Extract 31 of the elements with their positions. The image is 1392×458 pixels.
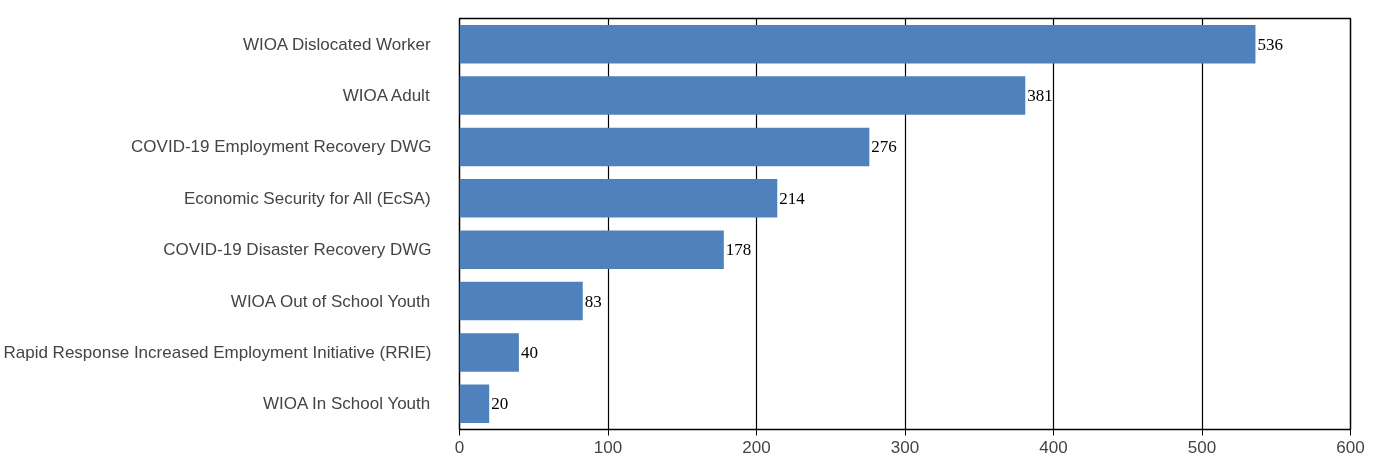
y-tick-label: COVID-19 Employment Recovery DWG xyxy=(131,137,432,157)
bar xyxy=(459,76,1026,115)
bar xyxy=(459,230,724,269)
x-tick-label: 0 xyxy=(454,437,465,457)
y-tick-label: Rapid Response Increased Employment Initiative (RRIE) xyxy=(3,342,432,362)
y-tick-label: COVID-19 Disaster Recovery DWG xyxy=(163,240,432,260)
x-tick-label: 300 xyxy=(890,437,920,457)
bar xyxy=(459,179,778,218)
data-label: 178 xyxy=(725,240,752,260)
y-tick-label: WIOA Dislocated Worker xyxy=(242,34,431,54)
y-tick-label: WIOA In School Youth xyxy=(262,394,431,414)
bar xyxy=(459,127,870,167)
bar xyxy=(459,24,1256,64)
x-tick-label: 200 xyxy=(742,437,771,457)
data-label: 381 xyxy=(1027,86,1053,106)
data-label: 214 xyxy=(779,188,806,208)
x-tick-label: 500 xyxy=(1187,437,1217,457)
data-label: 536 xyxy=(1257,34,1283,54)
data-label: 276 xyxy=(871,137,897,157)
x-tick-label: 600 xyxy=(1336,437,1365,457)
y-tick-label: WIOA Out of School Youth xyxy=(230,291,431,311)
data-label: 20 xyxy=(491,394,509,414)
data-label: 83 xyxy=(584,291,602,311)
x-tick-label: 100 xyxy=(593,437,623,457)
data-label: 40 xyxy=(520,342,538,362)
y-tick-label: Economic Security for All (EcSA) xyxy=(183,188,431,208)
bar xyxy=(459,281,583,321)
y-tick-label: WIOA Adult xyxy=(342,86,430,106)
bar xyxy=(459,384,490,424)
x-tick-label: 400 xyxy=(1039,437,1068,457)
bar xyxy=(459,333,519,372)
